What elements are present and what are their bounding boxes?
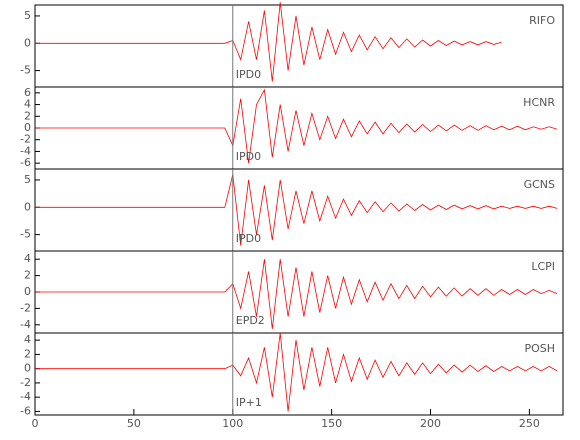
waveform: [35, 174, 558, 246]
x-tick-label: 250: [519, 417, 540, 430]
pick-label: IP+1: [236, 396, 262, 409]
y-tick-label: -6: [20, 156, 31, 169]
y-tick-label: -4: [20, 390, 31, 403]
station-label: GCNS: [524, 178, 555, 191]
y-tick-label: 0: [24, 362, 31, 375]
y-tick-label: -4: [20, 318, 31, 331]
station-label: HCNR: [523, 96, 555, 109]
y-tick-label: 5: [24, 173, 31, 186]
pick-label: IPD0: [236, 232, 261, 245]
pick-label: IPD0: [236, 68, 261, 81]
pick-label: EPD2: [236, 314, 265, 327]
waveform: [35, 2, 502, 82]
y-tick-label: 4: [24, 252, 31, 265]
station-label: LCPI: [531, 260, 555, 273]
y-tick-label: -4: [20, 144, 31, 157]
y-tick-label: 0: [24, 200, 31, 213]
y-tick-label: -5: [20, 64, 31, 77]
y-tick-label: -6: [20, 404, 31, 417]
y-tick-label: 0: [24, 285, 31, 298]
y-tick-label: -2: [20, 376, 31, 389]
waveform: [35, 259, 558, 329]
station-label: POSH: [524, 342, 555, 355]
y-tick-label: 0: [24, 121, 31, 134]
panel-frame: [34, 332, 564, 416]
x-tick-label: 150: [321, 417, 342, 430]
waveform: [35, 88, 558, 164]
y-tick-label: 6: [24, 86, 31, 99]
y-tick-label: 0: [24, 36, 31, 49]
x-tick-label: 200: [420, 417, 441, 430]
pick-label: IPD0: [236, 150, 261, 163]
station-label: RIFO: [529, 14, 555, 27]
y-tick-label: 2: [24, 109, 31, 122]
y-tick-label: 5: [24, 9, 31, 22]
y-tick-label: 2: [24, 269, 31, 282]
x-tick-label: 100: [222, 417, 243, 430]
panel-frame: [34, 4, 564, 88]
y-tick-label: -2: [20, 133, 31, 146]
x-tick-label: 50: [127, 417, 141, 430]
y-tick-label: 4: [24, 333, 31, 346]
y-tick-label: -2: [20, 301, 31, 314]
y-tick-label: -5: [20, 228, 31, 241]
y-tick-label: 2: [24, 347, 31, 360]
y-tick-label: 4: [24, 98, 31, 111]
x-tick-label: 0: [32, 417, 39, 430]
waveform: [35, 332, 558, 412]
panel-frame: [34, 168, 564, 252]
